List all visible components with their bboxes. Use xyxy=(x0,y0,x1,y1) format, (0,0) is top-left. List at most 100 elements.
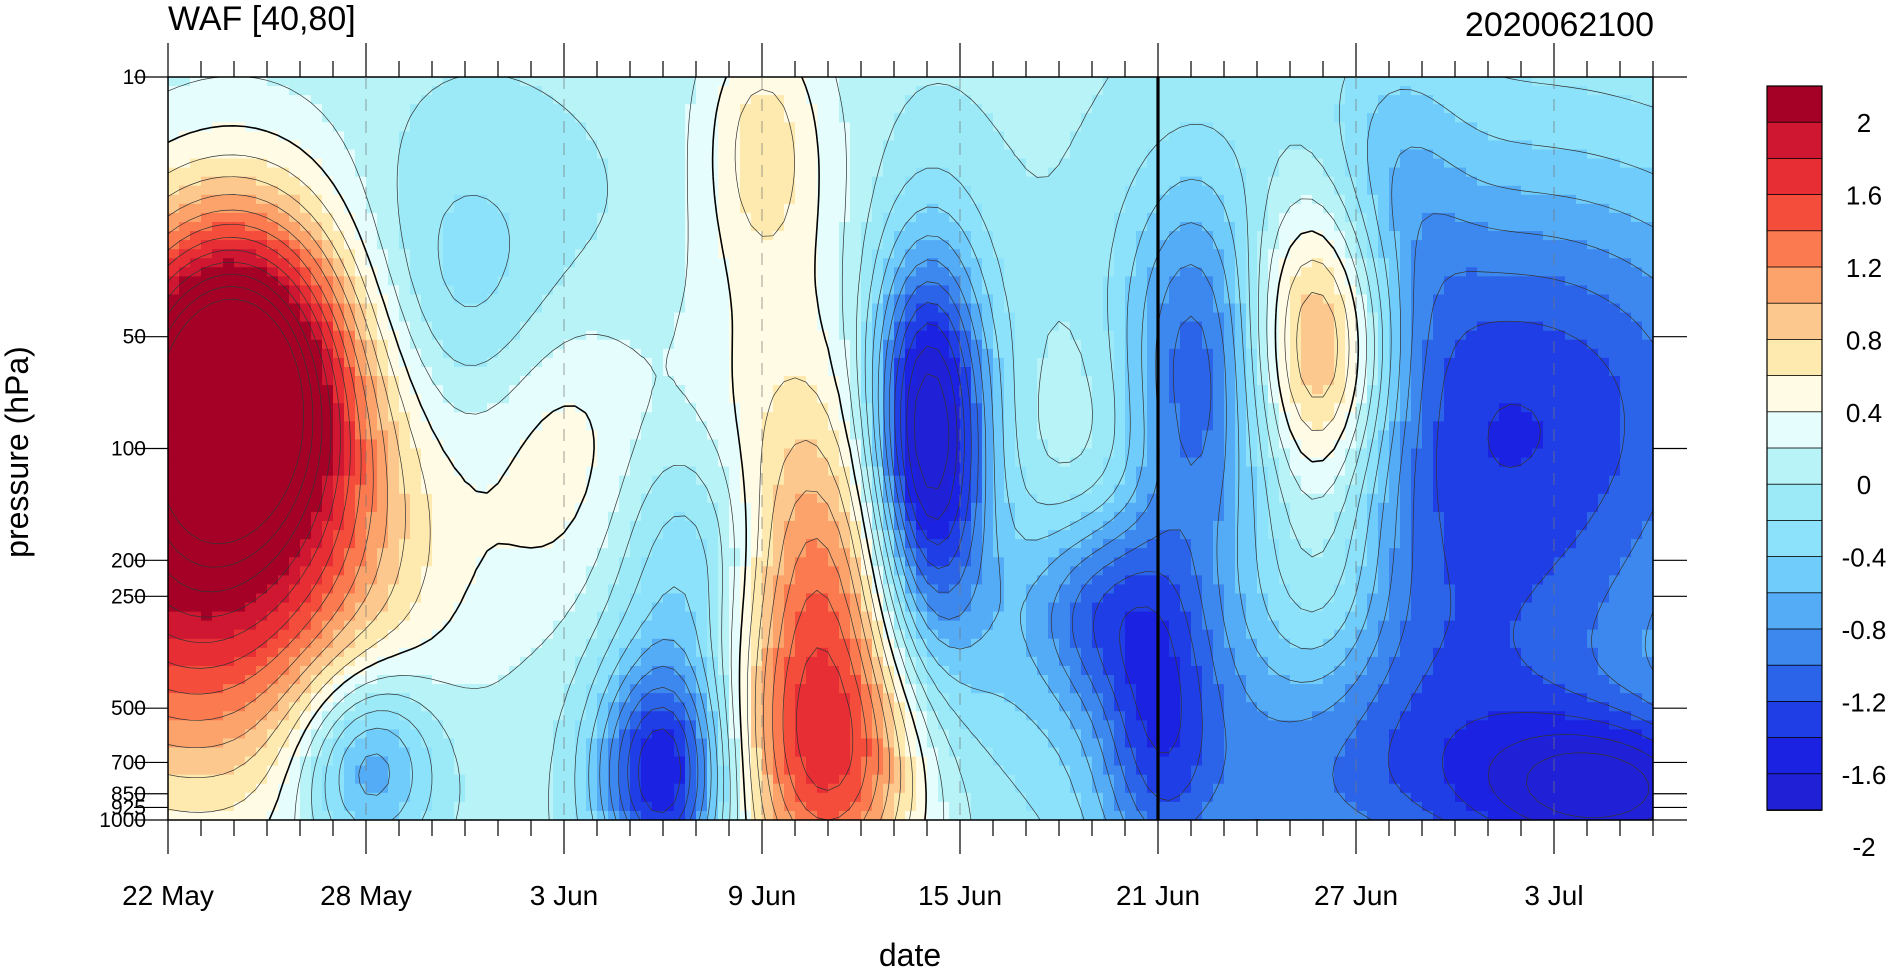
contour-cell xyxy=(1631,158,1643,169)
contour-cell xyxy=(960,394,972,404)
contour-cell xyxy=(1356,185,1368,196)
contour-cell xyxy=(278,339,290,350)
contour-cell xyxy=(344,104,356,114)
contour-cell xyxy=(1609,185,1621,196)
contour-cell xyxy=(311,385,323,395)
contour-cell xyxy=(1598,122,1610,132)
contour-cell xyxy=(1312,185,1324,196)
contour-cell xyxy=(564,140,576,151)
contour-cell xyxy=(729,294,741,305)
contour-cell xyxy=(905,221,917,232)
contour-cell xyxy=(531,231,543,241)
contour-cell xyxy=(1213,339,1225,350)
contour-cell xyxy=(520,376,532,386)
contour-cell xyxy=(619,167,631,178)
contour-cell xyxy=(850,276,862,286)
contour-cell xyxy=(212,212,224,223)
contour-cell xyxy=(1642,140,1654,151)
contour-cell xyxy=(388,113,400,123)
contour-cell xyxy=(1433,267,1445,277)
contour-cell xyxy=(267,95,279,105)
contour-cell xyxy=(685,249,697,259)
contour-cell xyxy=(465,221,477,232)
contour-cell xyxy=(1301,212,1313,223)
contour-cell xyxy=(729,113,741,123)
contour-cell xyxy=(1004,249,1016,259)
contour-cell xyxy=(168,131,180,142)
contour-cell xyxy=(718,95,730,105)
contour-cell xyxy=(696,131,708,142)
contour-cell xyxy=(212,258,224,268)
contour-cell xyxy=(894,258,906,268)
contour-cell xyxy=(531,348,543,359)
contour-cell xyxy=(1433,158,1445,169)
contour-cell xyxy=(322,321,334,332)
contour-cell xyxy=(1246,140,1258,151)
contour-cell xyxy=(443,158,455,169)
contour-cell xyxy=(883,321,895,332)
contour-cell xyxy=(850,185,862,196)
contour-cell xyxy=(971,194,983,205)
contour-cell xyxy=(1323,366,1335,377)
contour-cell xyxy=(1598,167,1610,178)
contour-cell xyxy=(1422,294,1434,305)
contour-cell xyxy=(1367,267,1379,277)
contour-cell xyxy=(1246,149,1258,160)
contour-cell xyxy=(630,276,642,286)
contour-cell xyxy=(1081,203,1093,214)
contour-cell xyxy=(839,357,851,368)
contour-cell xyxy=(1081,276,1093,286)
contour-cell xyxy=(1323,312,1335,323)
contour-cell xyxy=(1037,339,1049,350)
contour-cell xyxy=(487,285,499,296)
contour-cell xyxy=(1191,348,1203,359)
contour-cell xyxy=(1235,376,1247,386)
contour-cell xyxy=(1301,249,1313,259)
contour-cell xyxy=(905,385,917,395)
contour-cell xyxy=(806,285,818,296)
contour-cell xyxy=(586,403,598,413)
contour-cell xyxy=(630,86,642,96)
contour-cell xyxy=(1235,330,1247,341)
contour-cell xyxy=(1411,330,1423,341)
contour-cell xyxy=(938,158,950,169)
contour-cell xyxy=(542,212,554,223)
contour-cell xyxy=(762,104,774,114)
contour-cell xyxy=(355,348,367,359)
contour-cell xyxy=(1356,348,1368,359)
contour-cell xyxy=(421,376,433,386)
contour-cell xyxy=(465,140,477,151)
contour-cell xyxy=(1356,194,1368,205)
contour-cell xyxy=(1158,357,1170,368)
contour-cell xyxy=(1378,240,1390,250)
contour-cell xyxy=(245,366,257,377)
contour-cell xyxy=(267,267,279,277)
contour-cell xyxy=(1367,203,1379,214)
contour-cell xyxy=(1598,113,1610,123)
contour-cell xyxy=(421,176,433,187)
contour-cell xyxy=(883,339,895,350)
contour-cell xyxy=(278,366,290,377)
contour-cell xyxy=(421,403,433,413)
contour-cell xyxy=(696,149,708,160)
contour-cell xyxy=(1268,113,1280,123)
contour-cell xyxy=(1048,258,1060,268)
contour-cell xyxy=(1631,258,1643,268)
contour-cell xyxy=(333,122,345,132)
contour-cell xyxy=(1455,185,1467,196)
contour-cell xyxy=(696,95,708,105)
contour-cell xyxy=(718,276,730,286)
contour-cell xyxy=(1180,185,1192,196)
contour-cell xyxy=(1224,194,1236,205)
contour-cell xyxy=(1532,366,1544,377)
contour-cell xyxy=(1257,249,1269,259)
contour-cell xyxy=(278,258,290,268)
contour-cell xyxy=(553,276,565,286)
contour-cell xyxy=(190,185,202,196)
contour-cell xyxy=(1268,95,1280,105)
contour-cell xyxy=(817,267,829,277)
contour-cell xyxy=(1312,339,1324,350)
contour-cell xyxy=(1004,303,1016,314)
contour-cell xyxy=(487,330,499,341)
contour-cell xyxy=(729,158,741,169)
